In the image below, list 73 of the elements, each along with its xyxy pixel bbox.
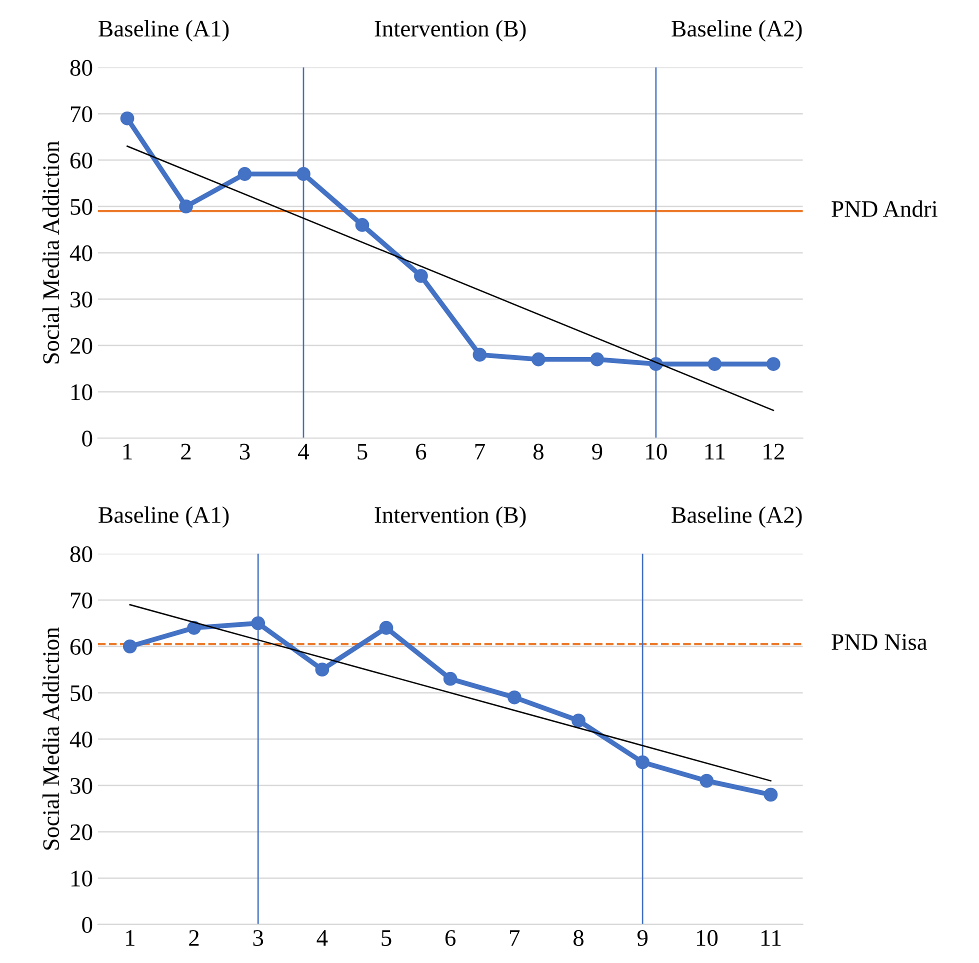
x-tick-label: 7 [510, 930, 520, 946]
point [238, 167, 252, 181]
y-tick-label: 20 [70, 824, 92, 840]
x-tick-label: 11 [761, 930, 781, 946]
point [766, 357, 780, 371]
x-tick-label: 5 [382, 930, 392, 946]
point [590, 352, 604, 366]
y-tick-label: 80 [70, 546, 92, 562]
y-tick-label: 50 [70, 198, 92, 215]
x-tick-label: 9 [592, 444, 602, 460]
y-tick-label: 80 [70, 60, 92, 76]
y-tick-label: 70 [70, 592, 92, 608]
y-tick-label: 60 [70, 638, 92, 655]
x-tick-label: 2 [181, 444, 191, 460]
y-tick-label: 40 [70, 245, 92, 262]
y-tick-label: 0 [82, 916, 92, 933]
y-tick-label: 0 [82, 430, 92, 447]
text: Intervention (B) [374, 20, 526, 42]
y-tick-label: 50 [70, 685, 92, 702]
x-tick-label: 8 [533, 444, 544, 460]
x-tick-label: 1 [123, 444, 132, 460]
point [179, 200, 193, 214]
point [532, 352, 546, 366]
point [572, 714, 586, 728]
x-tick-label: 12 [764, 444, 784, 460]
x-tick-label: 6 [416, 444, 426, 460]
y-tick-label: 60 [70, 152, 92, 169]
point [251, 616, 266, 630]
point [472, 348, 487, 362]
point [708, 357, 722, 371]
text: Baseline (A2) [672, 20, 802, 42]
x-tick-label: 9 [637, 930, 648, 946]
x-tick-label: 3 [240, 444, 250, 460]
x-tick-label: 1 [126, 930, 134, 946]
ref-line-label: PND Andri [832, 200, 938, 217]
point [443, 672, 458, 686]
y-tick-label: 70 [70, 106, 92, 122]
x-tick-label: 6 [445, 930, 456, 946]
point [764, 788, 778, 802]
y-tick-label: 10 [72, 870, 92, 887]
point [414, 269, 428, 283]
x-tick-label: 5 [358, 444, 368, 460]
point [296, 167, 310, 181]
point [700, 774, 714, 788]
y-axis-title: Social Media Addiction [42, 141, 60, 364]
point [507, 690, 522, 704]
x-tick-label: 11 [705, 444, 725, 460]
x-tick-label: 10 [646, 444, 667, 460]
x-tick-label: 4 [298, 444, 310, 460]
point [379, 620, 394, 635]
point [122, 639, 137, 654]
y-axis-title: Social Media Addiction [42, 627, 60, 850]
text: Intervention (B) [374, 506, 526, 528]
text: Baseline (A1) [98, 506, 229, 528]
y-tick-label: 30 [70, 292, 92, 308]
y-tick-label: 20 [70, 338, 92, 354]
y-tick-label: 40 [70, 732, 92, 748]
point [187, 620, 201, 635]
point [315, 662, 330, 677]
x-tick-label: 7 [475, 444, 485, 460]
ref-line-label: PND Nisa [832, 634, 928, 650]
point [120, 111, 134, 126]
x-tick-label: 2 [189, 930, 199, 946]
x-tick-label: 8 [573, 930, 584, 946]
point [355, 218, 370, 232]
point [636, 755, 650, 770]
text: Baseline (A2) [672, 506, 802, 528]
y-tick-label: 10 [72, 384, 92, 400]
y-tick-label: 30 [70, 778, 92, 794]
x-tick-label: 4 [316, 930, 328, 946]
x-tick-label: 10 [696, 930, 718, 946]
x-tick-label: 3 [253, 930, 264, 946]
text: Baseline (A1) [98, 20, 229, 42]
